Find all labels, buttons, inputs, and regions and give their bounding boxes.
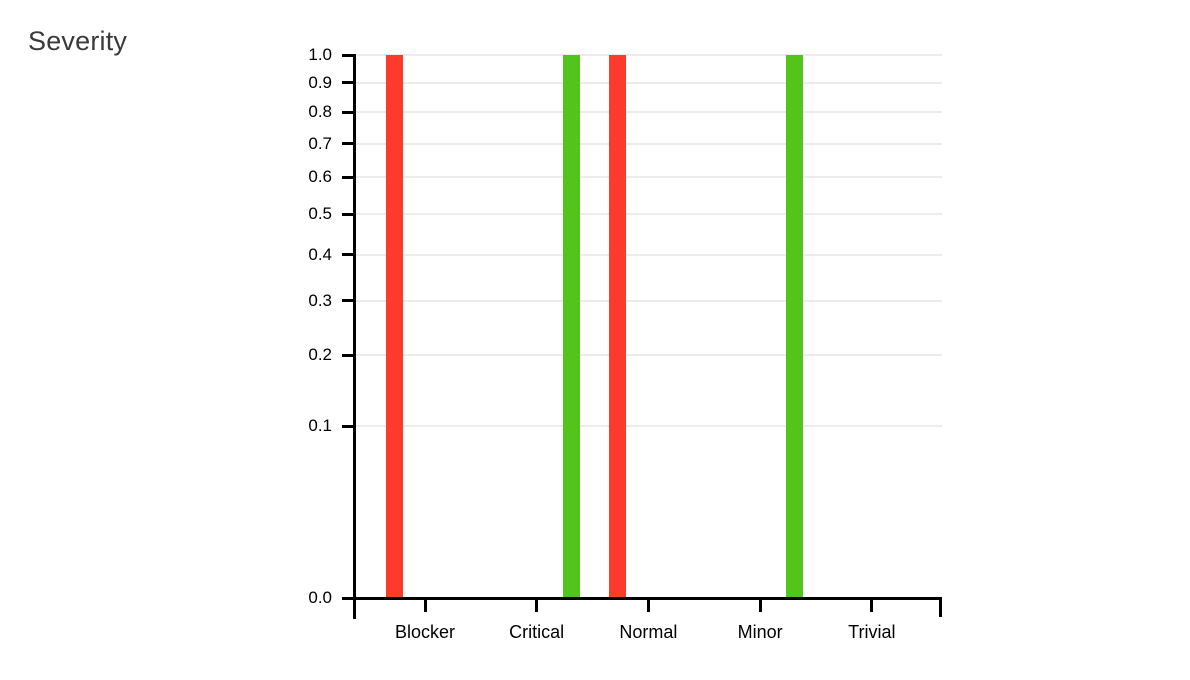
y-tick-0.2: [342, 353, 355, 357]
y-tick-0.9: [342, 81, 355, 85]
x-tick-normal: [646, 598, 650, 612]
y-axis-label-0.2: 0.2: [308, 345, 332, 365]
y-axis-label-0.7: 0.7: [308, 133, 332, 153]
bar-green-minor[interactable]: [786, 55, 804, 598]
x-tick-critical: [535, 598, 539, 612]
y-axis-label-0.5: 0.5: [308, 204, 332, 224]
bar-red-normal[interactable]: [609, 55, 627, 598]
y-axis-label-0.6: 0.6: [308, 167, 332, 187]
gridline-0.9: [355, 81, 942, 84]
y-axis-label-0.4: 0.4: [308, 244, 332, 264]
y-tick-0.1: [342, 424, 355, 428]
y-tick-1.0: [342, 53, 355, 57]
x-axis-label-minor: Minor: [737, 622, 783, 642]
y-axis-line: [352, 53, 356, 619]
y-tick-0.7: [342, 142, 355, 146]
x-tick-minor: [758, 598, 762, 612]
y-axis-label-0.3: 0.3: [308, 290, 332, 310]
x-tick-trivial: [870, 598, 874, 612]
y-axis-label-0.8: 0.8: [308, 102, 332, 122]
y-tick-0.8: [342, 110, 355, 114]
gridline-0.2: [355, 354, 942, 357]
x-axis-label-normal: Normal: [619, 622, 678, 642]
x-tick-blocker: [423, 598, 427, 612]
y-axis-label-0.0: 0.0: [308, 588, 332, 607]
x-axis-label-blocker: Blocker: [394, 622, 456, 642]
y-axis-label-1.0: 1.0: [308, 45, 332, 64]
gridline-0.5: [355, 213, 942, 216]
gridline-0.8: [355, 111, 942, 114]
y-tick-0.6: [342, 175, 355, 179]
y-axis-label-0.9: 0.9: [308, 72, 332, 92]
x-axis-label-trivial: Trivial: [848, 622, 896, 642]
gridline-0.6: [355, 176, 942, 179]
x-axis-label-critical: Critical: [509, 622, 565, 642]
bar-green-critical[interactable]: [562, 55, 580, 598]
gridline-0.7: [355, 142, 942, 145]
chart-title: Severity: [28, 26, 128, 56]
x-axis-end-tick: [938, 598, 942, 617]
y-tick-0.0: [342, 596, 355, 600]
y-tick-0.3: [342, 299, 355, 303]
y-axis-label-0.1: 0.1: [308, 416, 332, 436]
gridline-1.0: [355, 54, 942, 56]
x-axis-line: [352, 596, 942, 600]
gridline-0.3: [355, 299, 942, 302]
y-tick-0.5: [342, 212, 355, 216]
gridline-0.1: [355, 425, 942, 428]
y-tick-0.4: [342, 253, 355, 257]
gridline-0.4: [355, 253, 942, 256]
bar-red-blocker[interactable]: [386, 55, 403, 598]
